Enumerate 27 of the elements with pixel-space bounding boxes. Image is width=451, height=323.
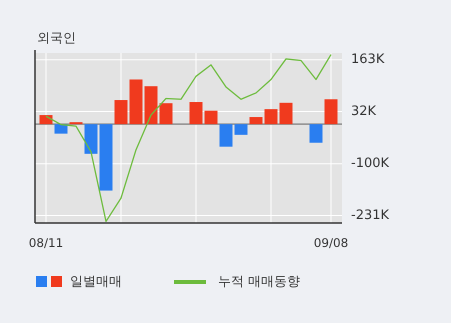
bar bbox=[190, 102, 202, 124]
x-tick-label: 09/08 bbox=[314, 236, 348, 250]
bar bbox=[280, 102, 292, 124]
bar bbox=[130, 79, 142, 124]
bar bbox=[160, 103, 172, 124]
bar bbox=[144, 86, 158, 124]
bar bbox=[310, 124, 322, 143]
bar bbox=[204, 110, 218, 124]
legend-label: 누적 매매동향 bbox=[218, 274, 300, 290]
x-tick-label: 08/11 bbox=[28, 236, 64, 250]
bar bbox=[114, 100, 128, 124]
bar bbox=[234, 124, 248, 135]
y-tick-label: -100K bbox=[351, 156, 390, 172]
bar bbox=[264, 109, 278, 124]
y-tick-label: 163K bbox=[351, 52, 385, 68]
bar bbox=[40, 115, 52, 124]
legend-label: 일별매매 bbox=[70, 274, 122, 290]
chart-title: 외국인 bbox=[37, 31, 76, 46]
bar bbox=[54, 124, 68, 134]
bar bbox=[100, 124, 112, 191]
bar bbox=[250, 117, 262, 124]
y-tick-label: -231K bbox=[351, 208, 390, 223]
legend-일별매매: 일별매매 bbox=[36, 274, 122, 290]
bar bbox=[220, 124, 232, 147]
bar bbox=[84, 124, 98, 154]
bar bbox=[324, 99, 338, 124]
y-tick-label: 32K bbox=[351, 104, 377, 120]
